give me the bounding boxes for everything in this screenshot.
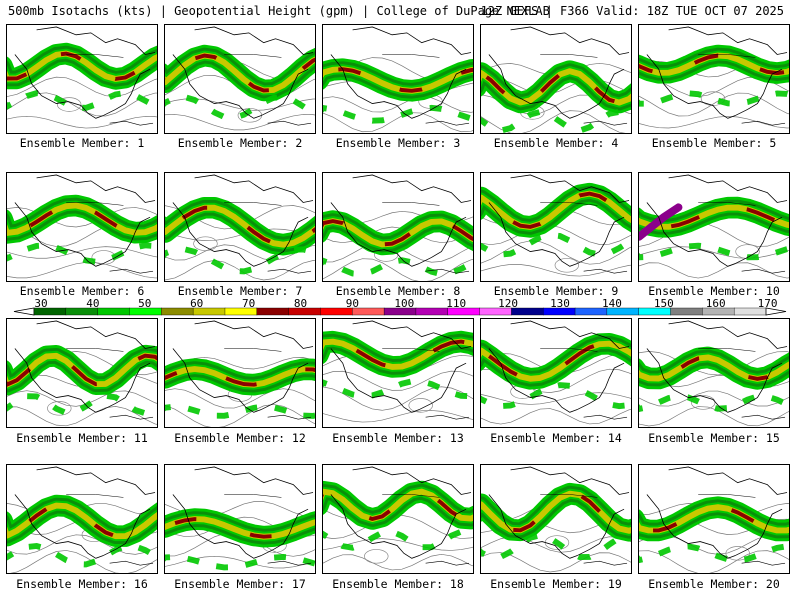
map-graphic <box>481 466 631 573</box>
ensemble-member-label: Ensemble Member: 17 <box>174 577 306 591</box>
ensemble-map-member-7 <box>164 172 316 282</box>
ensemble-member-label: Ensemble Member: 4 <box>493 136 619 150</box>
map-graphic <box>7 320 157 427</box>
colorbar-tick-label: 50 <box>138 297 152 310</box>
map-graphic <box>639 26 789 129</box>
ensemble-member-label: Ensemble Member: 13 <box>332 431 464 445</box>
ensemble-map-member-15 <box>638 318 790 428</box>
colorbar-tick-label: 40 <box>86 297 100 310</box>
colorbar-tick-label: 30 <box>34 297 48 310</box>
ensemble-map-member-2 <box>164 24 316 134</box>
ensemble-map-member-6 <box>6 172 158 282</box>
map-graphic <box>323 466 473 571</box>
ensemble-member-label: Ensemble Member: 11 <box>16 431 148 445</box>
map-graphic <box>165 466 315 571</box>
colorbar-tick-label: 170 <box>757 297 778 310</box>
colorbar-left-arrow <box>13 307 35 316</box>
colorbar-swatch <box>97 307 130 316</box>
ensemble-map-member-18 <box>322 464 474 574</box>
colorbar-tick-label: 60 <box>190 297 204 310</box>
ensemble-member-label: Ensemble Member: 3 <box>335 136 461 150</box>
ensemble-map-member-4 <box>480 24 632 134</box>
ensemble-map-member-5 <box>638 24 790 134</box>
colorbar-tick-label: 130 <box>550 297 570 310</box>
ensemble-member-label: Ensemble Member: 18 <box>332 577 464 591</box>
ensemble-member-label: Ensemble Member: 10 <box>648 284 780 298</box>
map-graphic <box>7 466 157 573</box>
ensemble-map-member-19 <box>480 464 632 574</box>
colorbar-swatch <box>256 307 290 316</box>
ensemble-member-label: Ensemble Member: 2 <box>177 136 303 150</box>
ensemble-map-member-10 <box>638 172 790 282</box>
colorbar-tick-label: 120 <box>498 297 519 310</box>
colorbar-swatch <box>670 307 703 316</box>
ensemble-map-member-17 <box>164 464 316 574</box>
map-graphic <box>639 466 789 573</box>
colorbar-tick-label: 90 <box>345 297 360 310</box>
ensemble-member-label: Ensemble Member: 6 <box>19 284 145 298</box>
map-graphic <box>481 174 631 277</box>
map-graphic <box>7 26 157 129</box>
colorbar-swatch <box>161 307 194 316</box>
colorbar-tick-label: 160 <box>705 297 726 310</box>
ensemble-member-label: Ensemble Member: 12 <box>174 431 306 445</box>
map-graphic <box>639 320 789 427</box>
ensemble-map-member-1 <box>6 24 158 134</box>
colorbar-swatch <box>415 307 449 316</box>
ensemble-map-member-13 <box>322 318 474 428</box>
colorbar-tick-label: 80 <box>293 297 308 310</box>
map-graphic <box>165 320 315 427</box>
ensemble-member-label: Ensemble Member: 20 <box>648 577 780 591</box>
map-graphic <box>165 174 315 281</box>
ensemble-map-member-9 <box>480 172 632 282</box>
ensemble-member-label: Ensemble Member: 14 <box>490 431 622 445</box>
isotach-colorbar <box>13 307 787 316</box>
colorbar-labels: 30 40 50 60 70 80 90 100 110 120 130 140 150 160 170 <box>0 297 800 310</box>
colorbar-tick-label: 100 <box>394 297 415 310</box>
ensemble-member-label: Ensemble Member: 5 <box>651 136 777 150</box>
colorbar-tick-label: 140 <box>601 297 622 310</box>
ensemble-map-member-11 <box>6 318 158 428</box>
map-graphic <box>323 320 473 423</box>
ensemble-member-label: Ensemble Member: 1 <box>19 136 145 150</box>
ensemble-member-label: Ensemble Member: 7 <box>177 284 303 298</box>
ensemble-member-label: Ensemble Member: 19 <box>490 577 622 591</box>
map-graphic <box>481 320 631 425</box>
ensemble-map-member-14 <box>480 318 632 428</box>
run-valid-time: 12Z GEFS | F366 Valid: 18Z TUE OCT 07 20… <box>480 4 784 18</box>
map-graphic <box>7 174 157 279</box>
ensemble-map-member-12 <box>164 318 316 428</box>
ensemble-map-member-16 <box>6 464 158 574</box>
colorbar-tick-label: 70 <box>241 297 256 310</box>
ensemble-map-member-3 <box>322 24 474 134</box>
ensemble-map-member-8 <box>322 172 474 282</box>
ensemble-member-label: Ensemble Member: 15 <box>648 431 780 445</box>
chart-title: 500mb Isotachs (kts) | Geopotential Heig… <box>8 4 550 18</box>
map-graphic <box>323 174 473 281</box>
map-graphic <box>323 26 473 133</box>
ensemble-member-label: Ensemble Member: 8 <box>335 284 461 298</box>
colorbar-right-arrow <box>765 307 787 316</box>
colorbar-tick-label: 150 <box>653 297 674 310</box>
colorbar-tick-label: 110 <box>446 297 467 310</box>
map-graphic <box>639 174 789 279</box>
map-graphic <box>481 26 631 133</box>
ensemble-member-label: Ensemble Member: 9 <box>493 284 619 298</box>
ensemble-map-member-20 <box>638 464 790 574</box>
ensemble-member-label: Ensemble Member: 16 <box>16 577 148 591</box>
map-graphic <box>165 26 315 131</box>
